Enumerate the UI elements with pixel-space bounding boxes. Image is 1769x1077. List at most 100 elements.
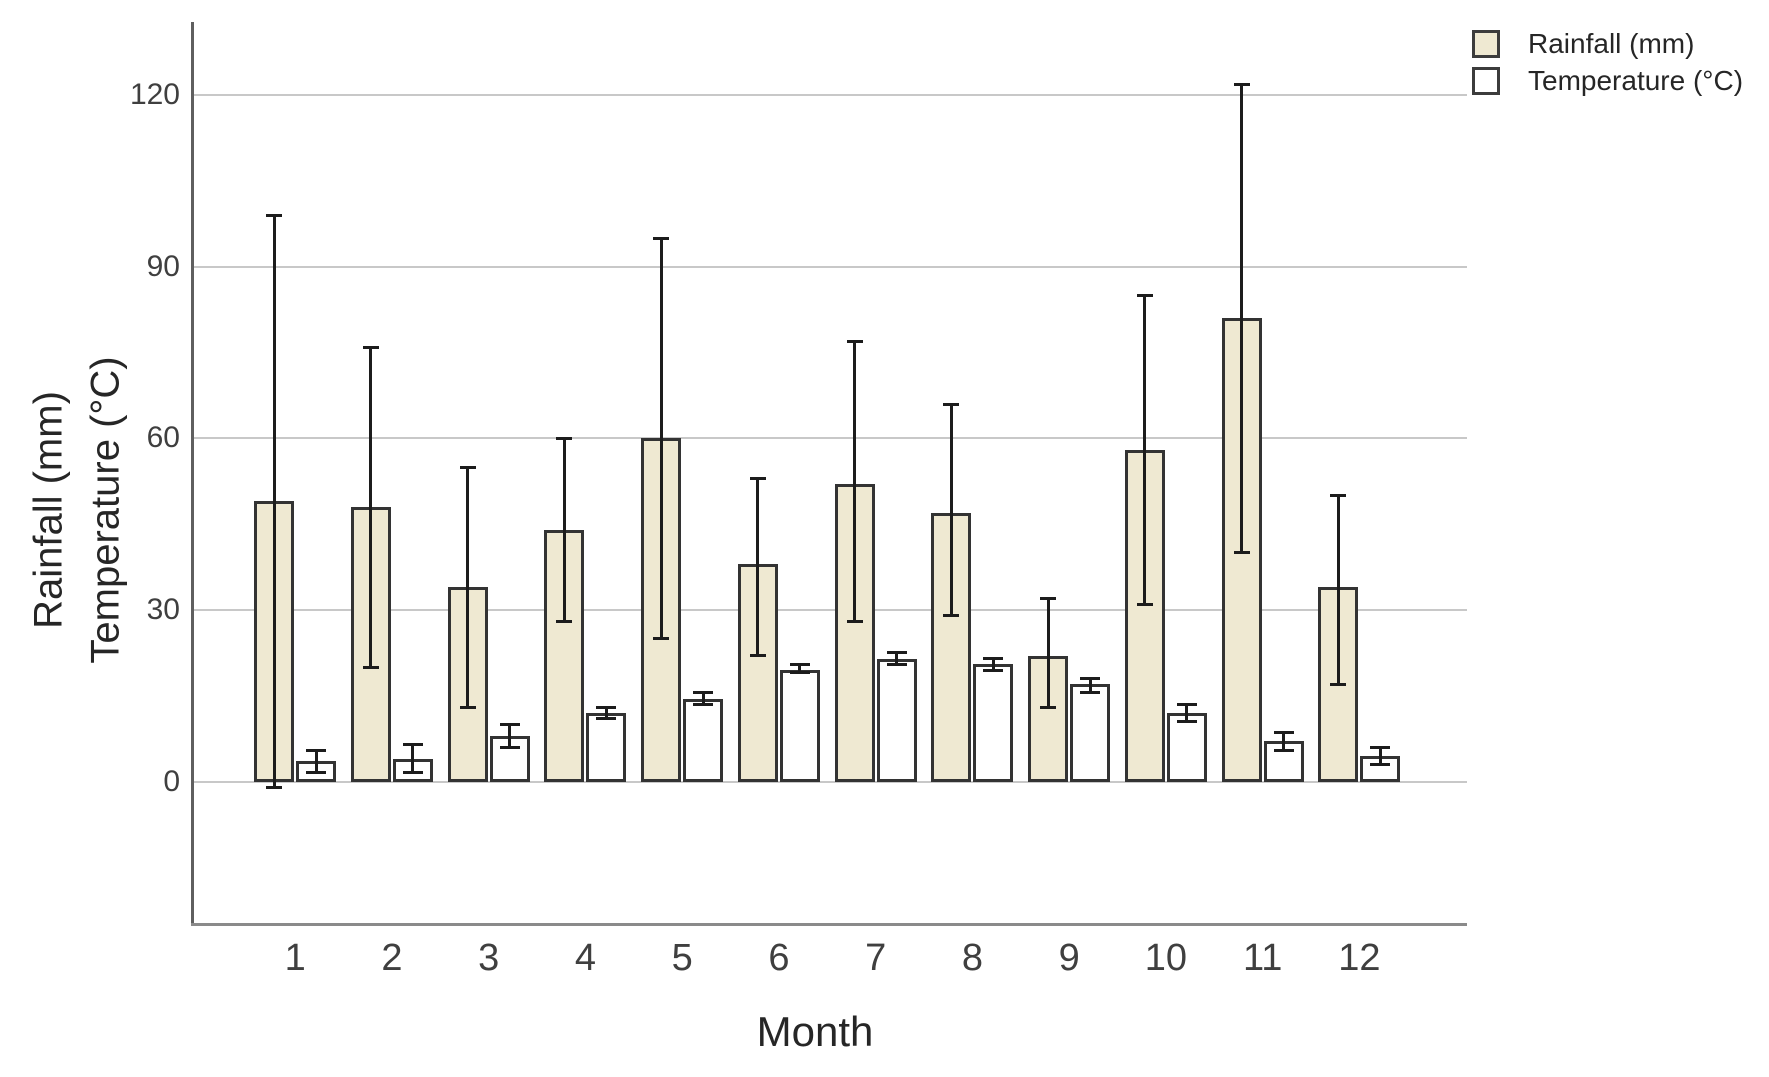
error-bar [701,692,705,705]
error-bar [1282,732,1286,751]
x-tick-label: 1 [284,937,306,979]
temperature-bar [683,698,724,783]
x-tick-label: 10 [1144,937,1188,979]
error-bar-cap [596,717,617,721]
error-bar-cap [886,662,907,666]
error-bar-cap [693,691,714,695]
error-bar-cap [693,702,714,706]
error-bar [1046,598,1050,708]
error-bar [466,467,470,708]
x-tick-label: 3 [478,937,500,979]
x-tick-label: 12 [1338,937,1381,979]
error-bar [562,438,566,622]
error-bar [895,652,899,665]
error-bar [272,215,276,788]
error-bar-cap [983,668,1004,672]
y-tick-label: 0 [163,764,180,798]
legend-item-rainfall: Rainfall (mm) [1472,28,1694,60]
x-tick-label: 2 [381,937,403,979]
x-axis-line [191,923,1467,926]
error-bar-cap [1233,82,1250,86]
error-bar [1088,678,1092,693]
error-bar [991,658,995,670]
error-bar-cap [943,402,960,406]
error-bar-cap [1176,719,1197,723]
gridline-y-90 [193,265,1467,268]
temperature-bar [1070,684,1111,783]
temperature-bar [1166,712,1207,783]
error-bar-cap [1176,702,1197,706]
x-tick-label: 9 [1058,937,1080,979]
error-bar-cap [653,637,670,641]
legend-label-rainfall: Rainfall (mm) [1528,28,1695,59]
error-bar [1185,704,1189,722]
error-bar-cap [499,722,520,726]
legend-item-temperature: Temperature (°C) [1472,65,1743,97]
error-bar [1378,747,1382,765]
y-tick-label: 90 [146,249,180,283]
error-bar [853,341,857,622]
error-bar-cap [556,436,573,440]
error-bar-cap [653,236,670,240]
x-axis-title: Month [756,1008,874,1055]
temperature-bar [779,670,820,783]
y-axis-title-temperature: Temperature (°C) [83,356,128,664]
legend-swatch-rainfall [1472,30,1500,58]
error-bar [1143,295,1147,605]
error-bar-cap [306,748,327,752]
error-bar-cap [1136,602,1153,606]
error-bar-cap [846,619,863,623]
error-bar-cap [983,657,1004,661]
error-bar-cap [306,771,327,775]
y-axis-title-rainfall: Rainfall (mm) [26,391,71,629]
error-bar-cap [1330,682,1347,686]
error-bar-cap [459,705,476,709]
x-tick-label: 11 [1242,937,1283,979]
error-bar-cap [1273,731,1294,735]
error-bar-cap [266,214,283,218]
error-bar-cap [943,614,960,618]
gridline-y-30 [193,608,1467,611]
error-bar-cap [362,345,379,349]
error-bar [314,750,318,773]
error-bar [756,478,760,656]
error-bar-cap [459,465,476,469]
error-bar-cap [1273,748,1294,752]
error-bar-cap [1040,597,1057,601]
y-tick-label: 120 [129,78,180,112]
x-tick-label: 6 [768,937,790,979]
error-bar [1336,495,1340,685]
error-bar-cap [1040,705,1057,709]
error-bar-cap [266,785,283,789]
error-bar-cap [596,705,617,709]
error-bar-cap [789,662,810,666]
legend-swatch-temperature [1472,67,1500,95]
error-bar-cap [846,339,863,343]
error-bar [411,744,415,773]
gridline-y-0 [193,780,1467,783]
error-bar-cap [1330,494,1347,498]
error-bar-cap [1136,294,1153,298]
error-bar [1240,84,1244,553]
x-tick-label: 8 [961,937,983,979]
error-bar-cap [789,671,810,675]
error-bar-cap [1080,677,1101,681]
error-bar [369,347,373,668]
error-bar-cap [749,654,766,658]
x-tick-label: 5 [671,937,693,979]
gridline-y-60 [193,437,1467,440]
error-bar-cap [1370,762,1391,766]
x-tick-label: 7 [865,937,887,979]
error-bar-cap [362,665,379,669]
error-bar [508,724,512,748]
error-bar [604,707,608,719]
error-bar-cap [1080,691,1101,695]
error-bar [798,664,802,673]
error-bar [949,404,953,616]
error-bar [659,238,663,639]
temperature-bar [973,664,1014,783]
error-bar-cap [1370,745,1391,749]
error-bar-cap [556,619,573,623]
y-tick-label: 60 [146,421,180,455]
